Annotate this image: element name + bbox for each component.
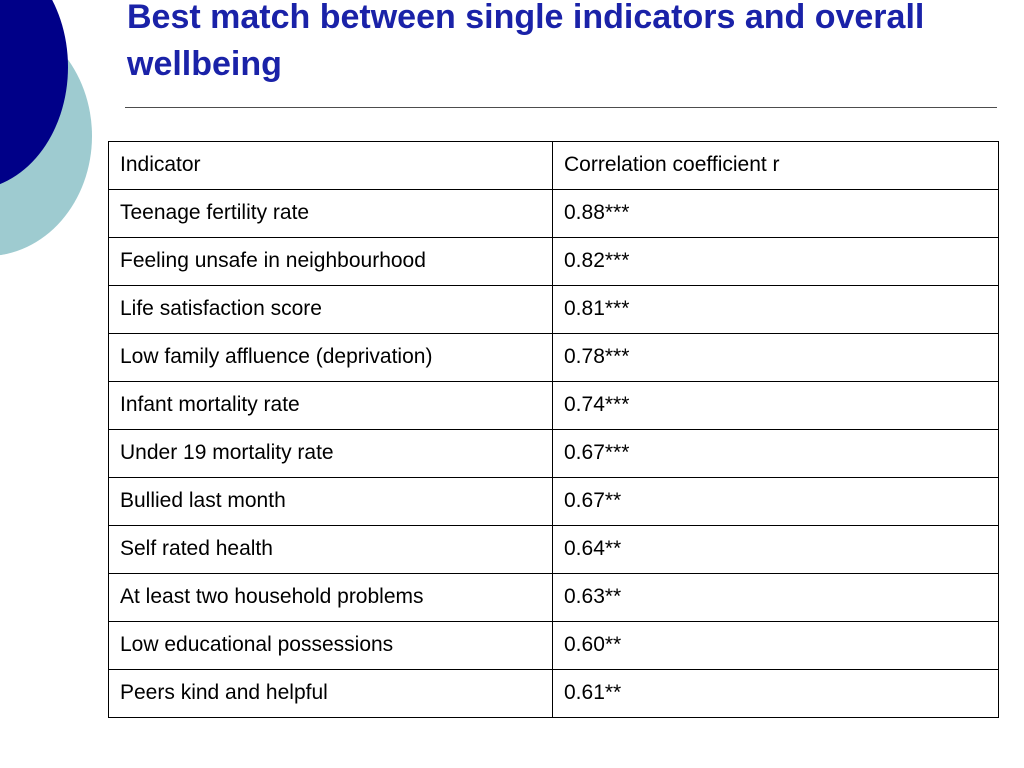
table-row: Peers kind and helpful 0.61** [108,669,999,718]
table-header-row: Indicator Correlation coefficient r [108,141,999,190]
indicator-cell: Low family affluence (deprivation) [108,333,553,382]
title-divider [125,107,997,108]
indicator-cell: Infant mortality rate [108,381,553,430]
correlation-cell: 0.78*** [552,333,999,382]
correlation-cell: 0.67*** [552,429,999,478]
indicator-cell: Feeling unsafe in neighbourhood [108,237,553,286]
correlation-cell: 0.88*** [552,189,999,238]
correlation-cell: 0.82*** [552,237,999,286]
indicator-cell: Life satisfaction score [108,285,553,334]
indicator-cell: Teenage fertility rate [108,189,553,238]
table-row: Feeling unsafe in neighbourhood 0.82*** [108,237,999,286]
table-row: At least two household problems 0.63** [108,573,999,622]
table-row: Self rated health 0.64** [108,525,999,574]
table-row: Bullied last month 0.67** [108,477,999,526]
slide-title: Best match between single indicators and… [127,0,925,83]
correlation-cell: 0.60** [552,621,999,670]
header-cell-indicator: Indicator [108,141,553,190]
table-row: Under 19 mortality rate 0.67*** [108,429,999,478]
table-row: Low educational possessions 0.60** [108,621,999,670]
correlation-cell: 0.63** [552,573,999,622]
table-row: Low family affluence (deprivation) 0.78*… [108,333,999,382]
indicator-cell: Under 19 mortality rate [108,429,553,478]
indicator-cell: Low educational possessions [108,621,553,670]
table-row: Life satisfaction score 0.81*** [108,285,999,334]
correlation-cell: 0.61** [552,669,999,718]
table-row: Teenage fertility rate 0.88*** [108,189,999,238]
indicator-cell: At least two household problems [108,573,553,622]
correlation-cell: 0.81*** [552,285,999,334]
header-cell-correlation: Correlation coefficient r [552,141,999,190]
correlation-cell: 0.64** [552,525,999,574]
correlation-cell: 0.74*** [552,381,999,430]
indicator-table: Indicator Correlation coefficient r Teen… [108,141,999,718]
indicator-cell: Self rated health [108,525,553,574]
table-row: Infant mortality rate 0.74*** [108,381,999,430]
indicator-cell: Peers kind and helpful [108,669,553,718]
indicator-cell: Bullied last month [108,477,553,526]
correlation-cell: 0.67** [552,477,999,526]
